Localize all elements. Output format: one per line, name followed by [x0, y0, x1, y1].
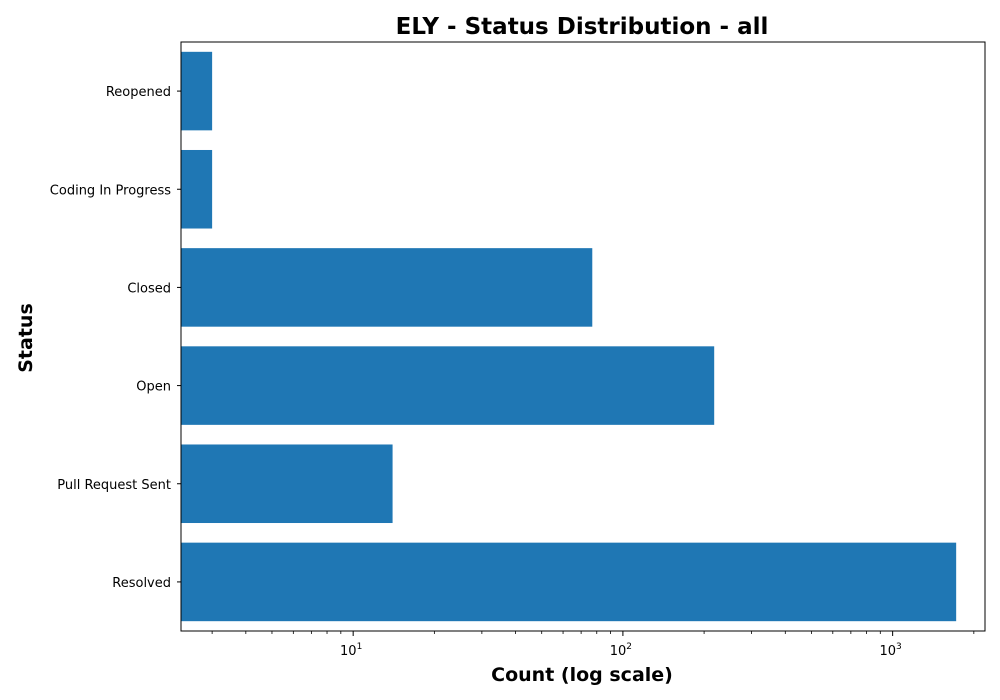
- y-tick-label: Resolved: [112, 576, 171, 591]
- y-axis-label: Status: [15, 303, 37, 373]
- x-tick-label: 102: [610, 642, 632, 659]
- x-tick-label: 101: [340, 642, 362, 659]
- x-tick-label: 103: [879, 642, 901, 659]
- y-tick-label: Closed: [127, 281, 171, 296]
- y-tick-label: Coding In Progress: [50, 183, 171, 198]
- chart-title: ELY - Status Distribution - all: [396, 14, 769, 40]
- bar-reopened: [181, 51, 213, 131]
- y-tick-label: Pull Request Sent: [57, 478, 171, 493]
- y-ticks: Resolved Pull Request Sent Open Closed Codin…: [50, 85, 181, 591]
- x-axis-label: Count (log scale): [491, 664, 673, 686]
- bar-closed: [181, 248, 593, 327]
- bar-pull-request-sent: [181, 444, 393, 524]
- bar-open: [181, 346, 715, 425]
- y-tick-label: Reopened: [106, 85, 171, 100]
- x-ticks: 101 102 103: [211, 631, 975, 659]
- plot-frame: [180, 41, 986, 632]
- bar-coding-in-progress: [181, 149, 213, 229]
- bar-resolved: [181, 542, 957, 622]
- bars-layer: [181, 51, 957, 622]
- y-tick-label: Open: [136, 380, 171, 395]
